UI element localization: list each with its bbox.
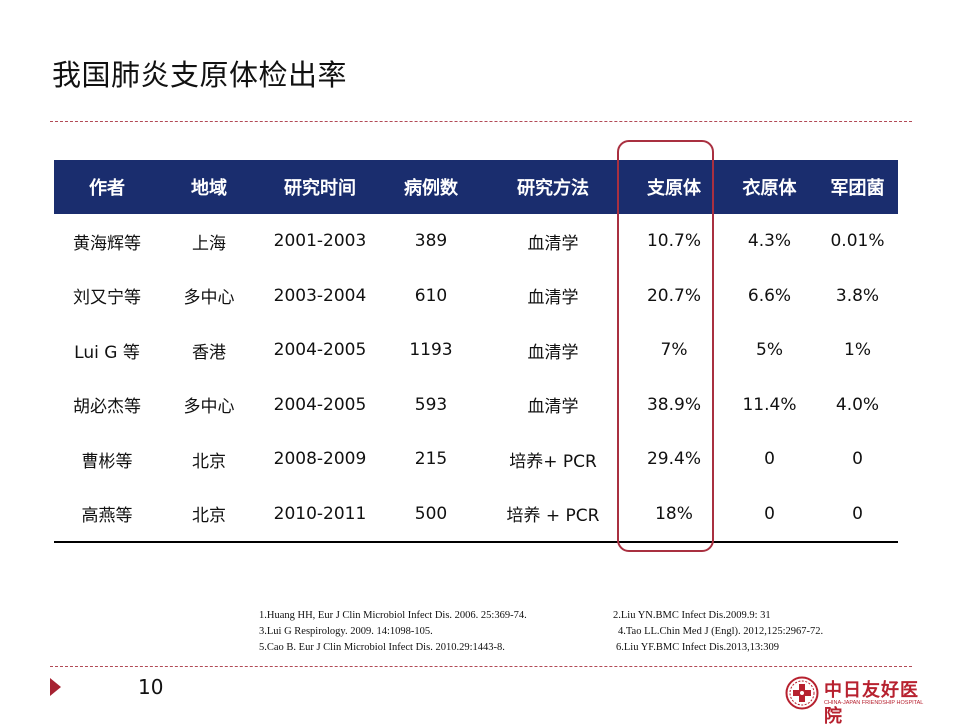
cell-cases: 610: [414, 285, 448, 306]
table-row: Lui G 等 香港 2004-2005 1193 血清学 7% 5% 1%: [54, 323, 898, 378]
cell-region: 北京: [192, 451, 226, 472]
cell-method: 培养+ PCR: [509, 451, 597, 472]
logo-english-name: CHINA-JAPAN FRIENDSHIP HOSPITAL: [824, 700, 924, 706]
cell-method: 血清学: [527, 397, 579, 418]
cell-method: 血清学: [527, 233, 579, 254]
cell-author: 胡必杰等: [73, 397, 141, 418]
header-region: 地域: [191, 178, 227, 199]
cell-mycoplasma: 7%: [660, 340, 688, 361]
cell-chlamydia: 6.6%: [747, 285, 792, 306]
mycoplasma-column-highlight: [617, 140, 714, 552]
cell-cases: 215: [414, 449, 448, 470]
cell-chlamydia: 5%: [756, 340, 783, 361]
header-cases: 病例数: [404, 178, 458, 199]
cell-author: 黄海辉等: [73, 233, 141, 254]
cell-cases: 500: [382, 486, 480, 543]
cell-cases: 1193: [409, 340, 453, 361]
table-row: 胡必杰等 多中心 2004-2005 593 血清学 38.9% 11.4% 4…: [54, 378, 898, 433]
cell-period: 2010-2011: [258, 486, 382, 543]
reference-item: 4.Tao LL.Chin Med J (Engl). 2012,125:296…: [618, 626, 824, 637]
cell-method: 培养 + PCR: [480, 486, 626, 543]
header-legionella: 军团菌: [830, 178, 885, 199]
cell-cases: 593: [414, 394, 448, 415]
header-author: 作者: [89, 178, 125, 199]
table-row: 高燕等 北京 2010-2011 500 培养 + PCR 18% 0 0: [54, 486, 898, 543]
cell-author: Lui G 等: [74, 342, 140, 363]
cell-region: 多中心: [183, 397, 235, 418]
cell-mycoplasma: 29.4%: [646, 449, 701, 470]
cell-chlamydia: 0: [722, 486, 817, 543]
cell-mycoplasma: 38.9%: [646, 394, 701, 415]
cell-cases: 389: [414, 231, 448, 252]
table-header-row: 作者 地域 研究时间 病例数 研究方法 支原体 衣原体 军团菌: [54, 160, 898, 214]
cell-chlamydia: 4.3%: [747, 231, 792, 252]
header-method: 研究方法: [517, 178, 589, 199]
reference-item: 3.Lui G Respirology. 2009. 14:1098-105.: [259, 626, 433, 637]
cell-period: 2001-2003: [273, 231, 367, 252]
header-chlamydia: 衣原体: [742, 178, 797, 199]
header-mycoplasma: 支原体: [647, 178, 701, 199]
reference-item: 5.Cao B. Eur J Clin Microbiol Infect Dis…: [259, 642, 505, 653]
cell-legionella: 0.01%: [830, 231, 885, 252]
cell-method: 血清学: [527, 288, 579, 309]
cell-region: 多中心: [183, 288, 235, 309]
cell-period: 2008-2009: [273, 449, 367, 470]
cell-legionella: 0: [817, 486, 898, 543]
hospital-emblem-icon: [785, 676, 819, 710]
slide-title: 我国肺炎支原体检出率: [52, 58, 348, 92]
page-number: 10: [138, 675, 164, 699]
cell-author: 高燕等: [54, 486, 160, 543]
reference-item: 2.Liu YN.BMC Infect Dis.2009.9: 31: [613, 610, 771, 621]
reference-row: 3.Lui G Respirology. 2009. 14:1098-105. …: [259, 624, 899, 640]
cell-author: 曹彬等: [81, 451, 133, 472]
triangle-arrow-icon: [50, 678, 61, 696]
bottom-divider: [50, 666, 912, 667]
table-row: 黄海辉等 上海 2001-2003 389 血清学 10.7% 4.3% 0.0…: [54, 214, 898, 269]
cell-period: 2003-2004: [273, 285, 367, 306]
references: 1.Huang HH, Eur J Clin Microbiol Infect …: [259, 608, 899, 656]
cell-legionella: 0: [852, 449, 863, 470]
cell-author: 刘又宁等: [73, 288, 141, 309]
top-divider: [50, 121, 912, 122]
reference-item: 1.Huang HH, Eur J Clin Microbiol Infect …: [259, 610, 527, 621]
reference-row: 5.Cao B. Eur J Clin Microbiol Infect Dis…: [259, 640, 899, 656]
cell-legionella: 1%: [844, 340, 871, 361]
reference-item: 6.Liu YF.BMC Infect Dis.2013,13:309: [616, 642, 779, 653]
table-row: 曹彬等 北京 2008-2009 215 培养+ PCR 29.4% 0 0: [54, 432, 898, 487]
cell-region: 北京: [160, 486, 258, 543]
cell-legionella: 3.8%: [835, 285, 880, 306]
cell-mycoplasma: 10.7%: [646, 231, 701, 252]
hospital-logo: 中日友好医院 CHINA-JAPAN FRIENDSHIP HOSPITAL: [785, 676, 935, 727]
cell-region: 香港: [192, 342, 226, 363]
table-row: 刘又宁等 多中心 2003-2004 610 血清学 20.7% 6.6% 3.…: [54, 269, 898, 324]
cell-chlamydia: 0: [764, 449, 775, 470]
cell-chlamydia: 11.4%: [742, 394, 797, 415]
cell-region: 上海: [192, 233, 226, 254]
cell-period: 2004-2005: [273, 340, 367, 361]
cell-legionella: 4.0%: [835, 394, 880, 415]
header-period: 研究时间: [284, 178, 356, 199]
cell-method: 血清学: [527, 342, 579, 363]
reference-row: 1.Huang HH, Eur J Clin Microbiol Infect …: [259, 608, 899, 624]
cell-mycoplasma: 20.7%: [646, 285, 701, 306]
cell-period: 2004-2005: [273, 394, 367, 415]
detection-rate-table: 作者 地域 研究时间 病例数 研究方法 支原体 衣原体 军团菌 黄海辉等 上海 …: [54, 160, 898, 543]
cell-mycoplasma: 18%: [626, 486, 722, 543]
